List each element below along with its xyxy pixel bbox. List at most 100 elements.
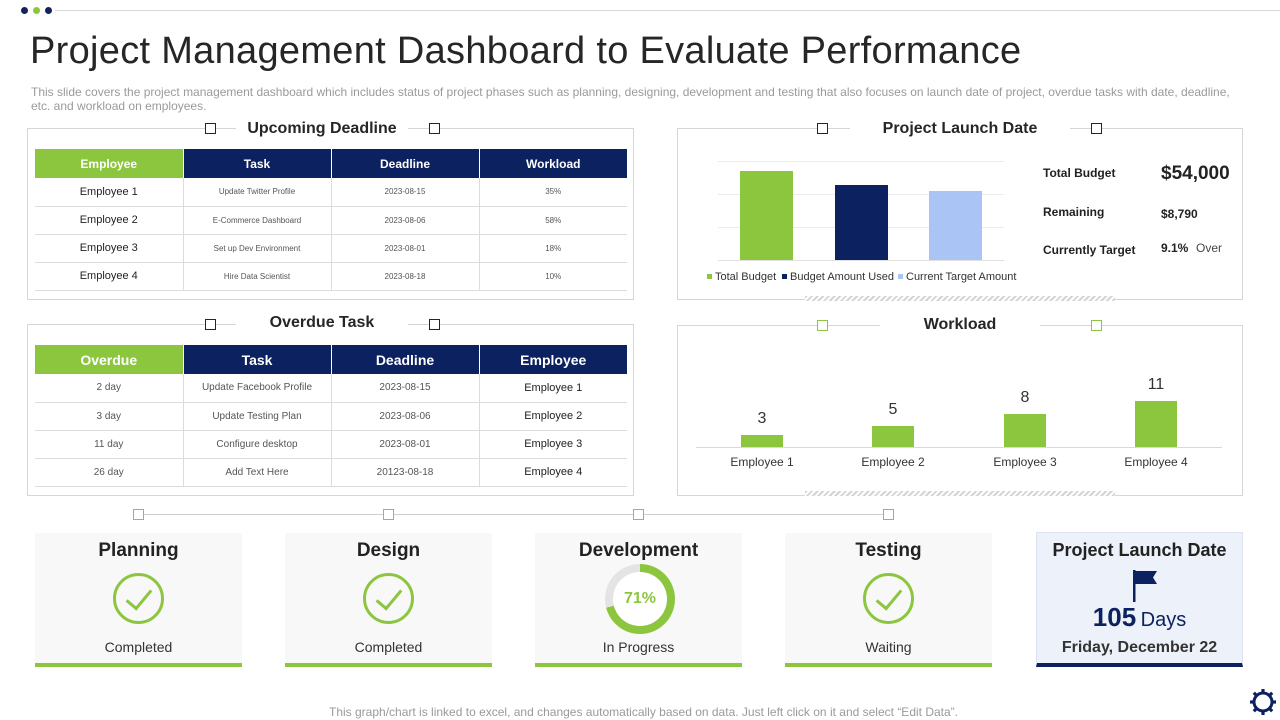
title-square-right (429, 319, 440, 330)
upcoming-deadline-table: Employee Task Deadline Workload Employee… (35, 149, 627, 291)
title-square-left (205, 319, 216, 330)
table-cell: 20123-08-18 (331, 458, 480, 487)
column-header: Workload (479, 149, 627, 178)
table-cell: 2023-08-18 (331, 262, 480, 291)
table-row: 11 day Configure desktop 2023-08-01 Empl… (35, 430, 627, 459)
table-cell: 18% (479, 234, 627, 263)
remaining-value: $8,790 (1161, 207, 1198, 221)
workload-bar (1004, 413, 1046, 447)
column-header: Employee (479, 345, 627, 374)
column-header: Task (183, 345, 332, 374)
table-cell: Update Facebook Profile (183, 374, 332, 403)
budget-bar (740, 170, 793, 260)
table-cell: Update Testing Plan (183, 402, 332, 431)
phase-card-planning: Planning Completed (35, 533, 242, 667)
table-cell: Employee 2 (479, 402, 627, 431)
table-cell: Employee 1 (35, 178, 184, 207)
column-header: Deadline (331, 149, 480, 178)
workload-category-label: Employee 1 (730, 455, 794, 469)
workload-data-label: 11 (1147, 376, 1165, 394)
launch-card-title: Project Launch Date (1052, 540, 1227, 560)
table-cell: Update Twitter Profile (183, 178, 332, 207)
legend-budget-used: Budget Amount Used (782, 271, 894, 283)
phase-marker (383, 509, 394, 520)
table-cell: 2023-08-06 (331, 402, 480, 431)
table-cell: 11 day (35, 430, 184, 459)
currently-target-label: Currently Target (1043, 243, 1136, 257)
hatch-divider (805, 491, 1115, 496)
gear-icon[interactable] (1249, 688, 1277, 716)
title-square-right (1091, 123, 1102, 134)
chart-gridline (718, 161, 1004, 162)
currently-target-value: 9.1% (1161, 241, 1189, 255)
launch-days: 105 Days (1037, 602, 1242, 633)
flag-icon (1133, 570, 1157, 602)
overdue-task-table: Overdue Task Deadline Employee 2 day Upd… (35, 345, 627, 487)
legend-label: Current Target Amount (906, 271, 1017, 283)
table-cell: 2023-08-01 (331, 234, 480, 263)
workload-data-label: 8 (1020, 388, 1030, 406)
workload-data-label: 3 (757, 409, 767, 427)
phase-name: Design (356, 540, 421, 561)
column-header: Employee (35, 149, 184, 178)
table-cell: 58% (479, 206, 627, 235)
table-cell: Hire Data Scientist (183, 262, 332, 291)
title-square-right (429, 123, 440, 134)
progress-ring: 71% (605, 564, 675, 634)
launch-date-card: Project Launch Date 105 Days Friday, Dec… (1036, 532, 1243, 667)
phase-name: Testing (855, 540, 922, 561)
progress-label: 71% (613, 572, 667, 626)
workload-category-label: Employee 3 (993, 455, 1057, 469)
table-row: 26 day Add Text Here 20123-08-18 Employe… (35, 458, 627, 487)
phase-connector-line (138, 514, 889, 515)
dot-green (33, 7, 40, 14)
phase-marker (633, 509, 644, 520)
currently-target-note: Over (1196, 241, 1223, 255)
check-circle-icon (113, 573, 164, 624)
footer-note: This graph/chart is linked to excel, and… (329, 705, 958, 719)
table-cell: Employee 3 (479, 430, 627, 459)
table-cell: 2 day (35, 374, 184, 403)
table-cell: Employee 4 (479, 458, 627, 487)
table-row: Employee 1 Update Twitter Profile 2023-0… (35, 178, 627, 207)
legend-total-budget: Total Budget (707, 271, 776, 283)
check-circle-icon (863, 573, 914, 624)
table-cell: E-Commerce Dashboard (183, 206, 332, 235)
total-budget-label: Total Budget (1043, 166, 1116, 180)
workload-data-label: 5 (888, 401, 898, 419)
phase-card-testing: Testing Waiting (785, 533, 992, 667)
phase-name: Development (578, 540, 699, 561)
top-divider (55, 10, 1280, 11)
days-unit: Days (1140, 609, 1187, 631)
column-header: Deadline (331, 345, 480, 374)
table-row: 2 day Update Facebook Profile 2023-08-15… (35, 374, 627, 403)
title-square-right (1091, 320, 1102, 331)
launch-date: Friday, December 22 (1061, 639, 1218, 656)
budget-bar (835, 185, 888, 260)
budget-panel-title: Project Launch Date (850, 120, 1070, 138)
workload-title: Workload (880, 316, 1040, 334)
workload-axis (696, 447, 1222, 448)
days-count: 105 (1092, 602, 1137, 632)
workload-bar (1135, 401, 1177, 447)
column-header: Task (183, 149, 332, 178)
workload-bar (872, 426, 914, 447)
remaining-label: Remaining (1043, 205, 1105, 219)
phase-status: Completed (354, 639, 423, 655)
check-circle-icon (363, 573, 414, 624)
legend-label: Budget Amount Used (790, 271, 894, 283)
phase-card-design: Design Completed (285, 533, 492, 667)
table-cell: Configure desktop (183, 430, 332, 459)
table-cell: 10% (479, 262, 627, 291)
table-row: Employee 4 Hire Data Scientist 2023-08-1… (35, 262, 627, 291)
table-cell: Employee 4 (35, 262, 184, 291)
table-cell: 2023-08-15 (331, 178, 480, 207)
phase-status: Completed (104, 639, 173, 655)
table-cell: 26 day (35, 458, 184, 487)
page-description: This slide covers the project management… (31, 85, 1230, 113)
phase-card-development: Development 71% In Progress (535, 533, 742, 667)
phase-status: Waiting (865, 639, 912, 655)
workload-bar (741, 434, 783, 447)
phase-marker (883, 509, 894, 520)
workload-category-label: Employee 2 (861, 455, 925, 469)
